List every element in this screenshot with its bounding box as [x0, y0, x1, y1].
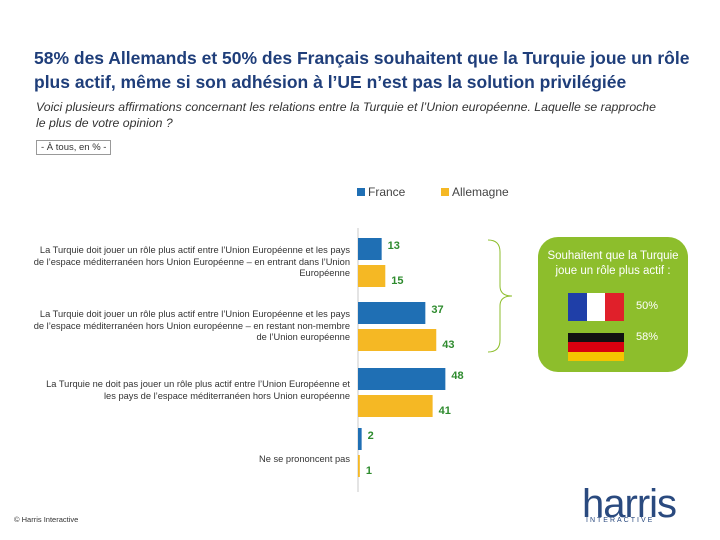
page-title: 58% des Allemands et 50% des Français so…: [34, 48, 690, 92]
data-label-allemagne-3: 41: [439, 405, 451, 417]
callout-box: Souhaitent que la Turquie joue un rôle p…: [538, 237, 688, 372]
callout-value-allemagne: 58%: [636, 331, 659, 343]
bar-allemagne-2: [358, 329, 437, 351]
legend-swatch-france: [357, 188, 365, 196]
germany-flag-icon: [568, 333, 624, 361]
bar-allemagne-3: [358, 395, 433, 417]
category-label-1: La Turquie doit jouer un rôle plus actif…: [33, 245, 350, 278]
category-label-3: La Turquie ne doit pas jouer un rôle plu…: [46, 379, 350, 401]
data-label-allemagne-2: 43: [442, 339, 454, 351]
france-flag-icon: [568, 293, 624, 321]
data-label-allemagne-1: 15: [391, 275, 403, 287]
callout-title: Souhaitent que la Turquie joue un rôle p…: [547, 250, 679, 277]
harris-logo-subtext: INTERACTIVE: [586, 517, 655, 524]
bar-france-2: [358, 302, 426, 324]
legend-swatch-allemagne: [441, 188, 449, 196]
legend-item-france: France: [357, 185, 405, 199]
legend-item-allemagne: Allemagne: [441, 185, 509, 199]
bar-france-4: [358, 428, 362, 450]
harris-logo: harris: [582, 482, 677, 526]
legend-label-france: France: [368, 185, 406, 199]
legend-label-allemagne: Allemagne: [452, 185, 509, 199]
category-label-4: Ne se prononcent pas: [259, 454, 350, 464]
copyright-text: © Harris Interactive: [14, 515, 79, 524]
callout-value-france: 50%: [636, 300, 659, 312]
data-label-france-2: 37: [431, 304, 443, 316]
bar-france-3: [358, 368, 446, 390]
callout-brace: [487, 239, 513, 353]
data-label-france-3: 48: [451, 370, 463, 382]
question-text: Voici plusieurs affirmations concernant …: [36, 100, 656, 130]
bar-allemagne-1: [358, 265, 386, 287]
category-label-2: La Turquie doit jouer un rôle plus actif…: [33, 309, 350, 342]
data-label-france-1: 13: [388, 240, 400, 252]
data-label-france-4: 2: [368, 430, 374, 442]
data-label-allemagne-4: 1: [366, 465, 372, 477]
bar-france-1: [358, 238, 382, 260]
bar-allemagne-4: [358, 455, 360, 477]
scope-note: - À tous, en % -: [36, 140, 112, 155]
